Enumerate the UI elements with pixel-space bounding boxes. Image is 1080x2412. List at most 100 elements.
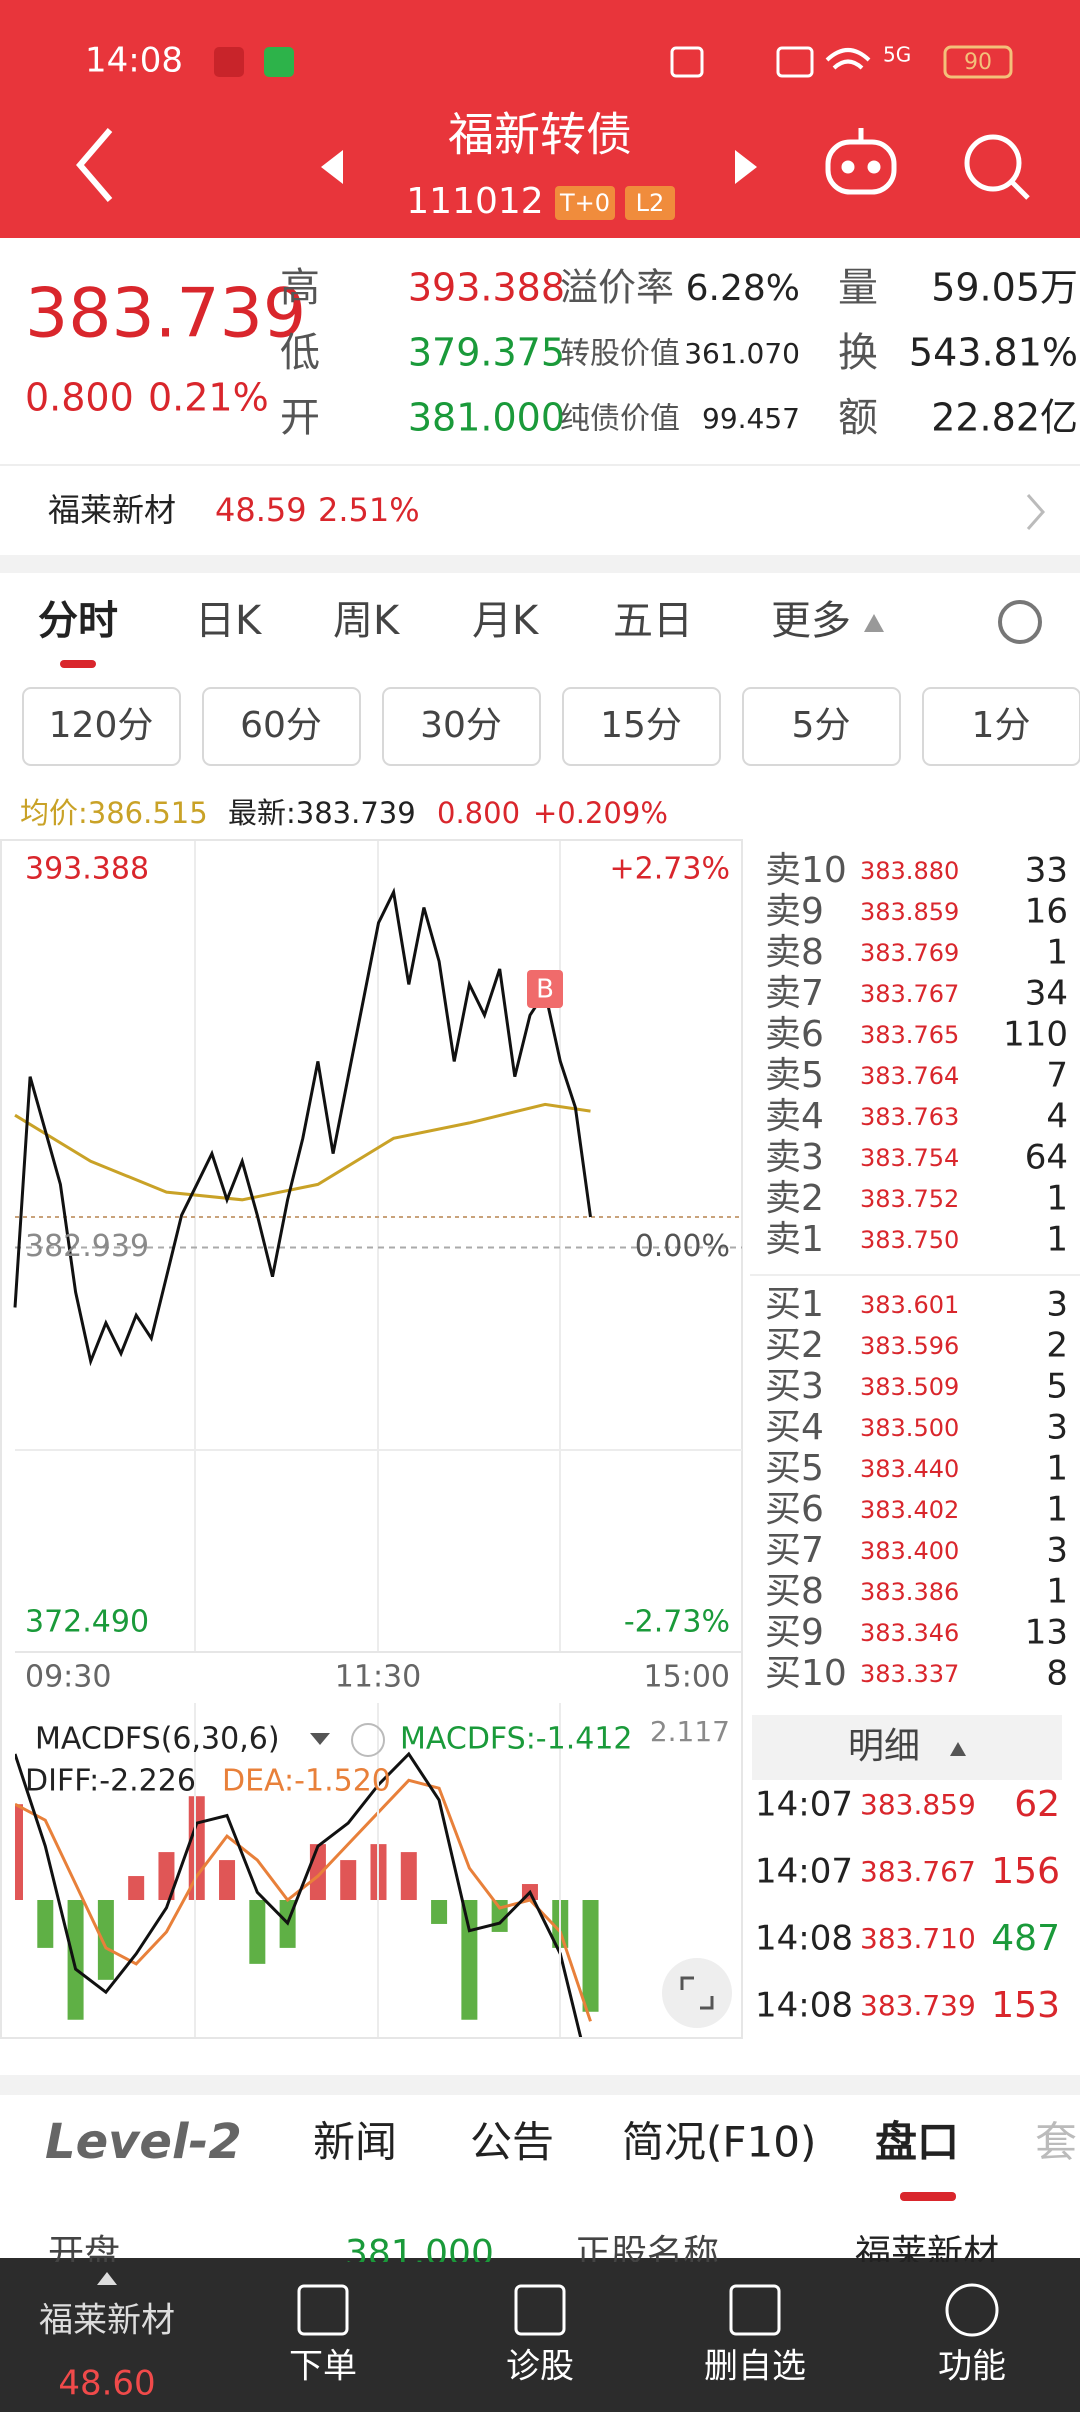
robot-icon[interactable] bbox=[825, 128, 897, 195]
bottom-tab[interactable]: 简况(F10) bbox=[622, 2118, 816, 2167]
book-label: 卖8 bbox=[765, 932, 824, 973]
bottom-tab[interactable]: 公告 bbox=[470, 2118, 554, 2167]
book-label: 卖2 bbox=[765, 1178, 824, 1219]
macd-bar bbox=[340, 1860, 357, 1900]
book-volume: 3 bbox=[1046, 1531, 1068, 1571]
book-volume: 16 bbox=[1025, 892, 1068, 932]
tab[interactable]: 日K bbox=[195, 598, 263, 644]
footer-icon[interactable] bbox=[729, 2284, 781, 2336]
period-button[interactable] bbox=[202, 687, 361, 766]
search-icon[interactable] bbox=[964, 134, 1030, 200]
book-volume: 8 bbox=[1046, 1654, 1068, 1694]
header-bg bbox=[0, 0, 1080, 238]
y-top-pct: +2.73% bbox=[610, 852, 730, 887]
related-pct: 2.51% bbox=[318, 491, 420, 529]
period-label[interactable]: 5分 bbox=[792, 705, 851, 746]
prev-icon[interactable] bbox=[321, 150, 343, 184]
tab[interactable]: 更多 bbox=[771, 598, 851, 644]
detail-volume: 156 bbox=[991, 1851, 1060, 1892]
tab[interactable]: 周K bbox=[333, 598, 401, 644]
period-button[interactable] bbox=[382, 687, 541, 766]
bottom-tab[interactable]: Level-2 bbox=[45, 2114, 242, 2170]
detail-time: 14:08 bbox=[755, 1919, 853, 1959]
book-volume: 3 bbox=[1046, 1285, 1068, 1325]
change-pct: 0.21% bbox=[148, 376, 269, 420]
book-price: 383.402 bbox=[860, 1496, 959, 1524]
macd-bar bbox=[67, 1900, 84, 2020]
book-price: 383.859 bbox=[860, 898, 959, 926]
period-button[interactable] bbox=[742, 687, 901, 766]
period-label[interactable]: 1分 bbox=[972, 705, 1031, 746]
book-label: 买6 bbox=[765, 1489, 824, 1530]
tag-label: L2 bbox=[636, 189, 665, 217]
detail-time: 14:08 bbox=[755, 1986, 853, 2026]
footer-icon[interactable] bbox=[514, 2284, 566, 2336]
ratio-value: 6.28% bbox=[686, 268, 800, 309]
macd-top: 2.117 bbox=[650, 1715, 730, 1748]
expand-button[interactable] bbox=[662, 1958, 732, 2028]
volume-value: 59.05万 bbox=[931, 266, 1078, 310]
back-icon[interactable] bbox=[76, 128, 113, 202]
footer-item[interactable]: 下单 bbox=[289, 2347, 357, 2387]
detail-time: 14:07 bbox=[755, 1852, 853, 1892]
book-label: 卖1 bbox=[765, 1219, 824, 1260]
book-price: 383.752 bbox=[860, 1185, 959, 1213]
period-label[interactable]: 60分 bbox=[240, 705, 322, 746]
footer-item[interactable]: 功能 bbox=[938, 2347, 1006, 2387]
macd-bar bbox=[97, 1900, 114, 1980]
period-label[interactable]: 30分 bbox=[420, 705, 502, 746]
related-name[interactable]: 福莱新材 bbox=[48, 491, 176, 529]
bottom-tab[interactable]: 盘口 bbox=[875, 2118, 959, 2167]
macd-dropdown[interactable] bbox=[310, 1733, 330, 1745]
book-label: 卖9 bbox=[765, 891, 824, 932]
book-label: 卖3 bbox=[765, 1137, 824, 1178]
time-label: 09:30 bbox=[25, 1660, 111, 1695]
footer-stock[interactable]: 福莱新材 bbox=[39, 2301, 175, 2341]
book-price: 383.400 bbox=[860, 1537, 959, 1565]
gap bbox=[0, 2075, 1080, 2095]
last-price: 383.739 bbox=[25, 275, 306, 354]
bottom-tab[interactable]: 新闻 bbox=[313, 2118, 397, 2167]
bottom-tab[interactable]: 套 bbox=[1035, 2118, 1077, 2167]
tab[interactable]: 分时 bbox=[38, 598, 118, 644]
macd-bar bbox=[249, 1900, 266, 1964]
footer-item[interactable]: 删自选 bbox=[704, 2347, 806, 2387]
book-volume: 1 bbox=[1046, 1449, 1068, 1489]
book-label: 买2 bbox=[765, 1325, 824, 1366]
footer-icon[interactable] bbox=[297, 2284, 349, 2336]
next-icon[interactable] bbox=[735, 150, 757, 184]
tab[interactable]: 月K bbox=[472, 598, 540, 644]
book-price: 383.750 bbox=[860, 1226, 959, 1254]
macd-title[interactable]: MACDFS(6,30,6) bbox=[35, 1722, 280, 1757]
related-price: 48.59 bbox=[215, 491, 307, 529]
book-label: 买10 bbox=[765, 1653, 847, 1694]
period-button[interactable] bbox=[922, 687, 1080, 766]
help-icon[interactable] bbox=[351, 1723, 385, 1757]
footer-icon[interactable] bbox=[945, 2283, 999, 2337]
book-label: 买3 bbox=[765, 1366, 824, 1407]
book-volume: 1 bbox=[1046, 1179, 1068, 1219]
book-volume: 13 bbox=[1025, 1613, 1068, 1653]
period-label[interactable]: 120分 bbox=[49, 705, 154, 746]
volume-value: 543.81% bbox=[909, 331, 1078, 375]
book-price: 383.767 bbox=[860, 980, 959, 1008]
avg-label: 均价:386.515 bbox=[20, 796, 208, 830]
footer-item[interactable]: 诊股 bbox=[506, 2347, 574, 2387]
macd-bar bbox=[400, 1852, 417, 1900]
book-label: 卖7 bbox=[765, 973, 824, 1014]
spacer bbox=[548, 1107, 549, 1108]
macd-bar bbox=[219, 1860, 236, 1900]
trade-marker-label: B bbox=[536, 975, 554, 1005]
settings-icon[interactable] bbox=[998, 600, 1042, 644]
book-label: 买5 bbox=[765, 1448, 824, 1489]
stat-label: 低 bbox=[280, 330, 320, 376]
ratio-value: 361.070 bbox=[684, 337, 800, 370]
tab[interactable]: 五日 bbox=[613, 598, 693, 644]
period-label[interactable]: 15分 bbox=[600, 705, 682, 746]
period-button[interactable] bbox=[562, 687, 721, 766]
details-title[interactable]: 明细 bbox=[848, 1726, 920, 1767]
book-label: 卖6 bbox=[765, 1014, 824, 1055]
book-volume: 1 bbox=[1046, 1572, 1068, 1612]
stat-label: 高 bbox=[280, 265, 320, 311]
period-button[interactable] bbox=[22, 687, 181, 766]
